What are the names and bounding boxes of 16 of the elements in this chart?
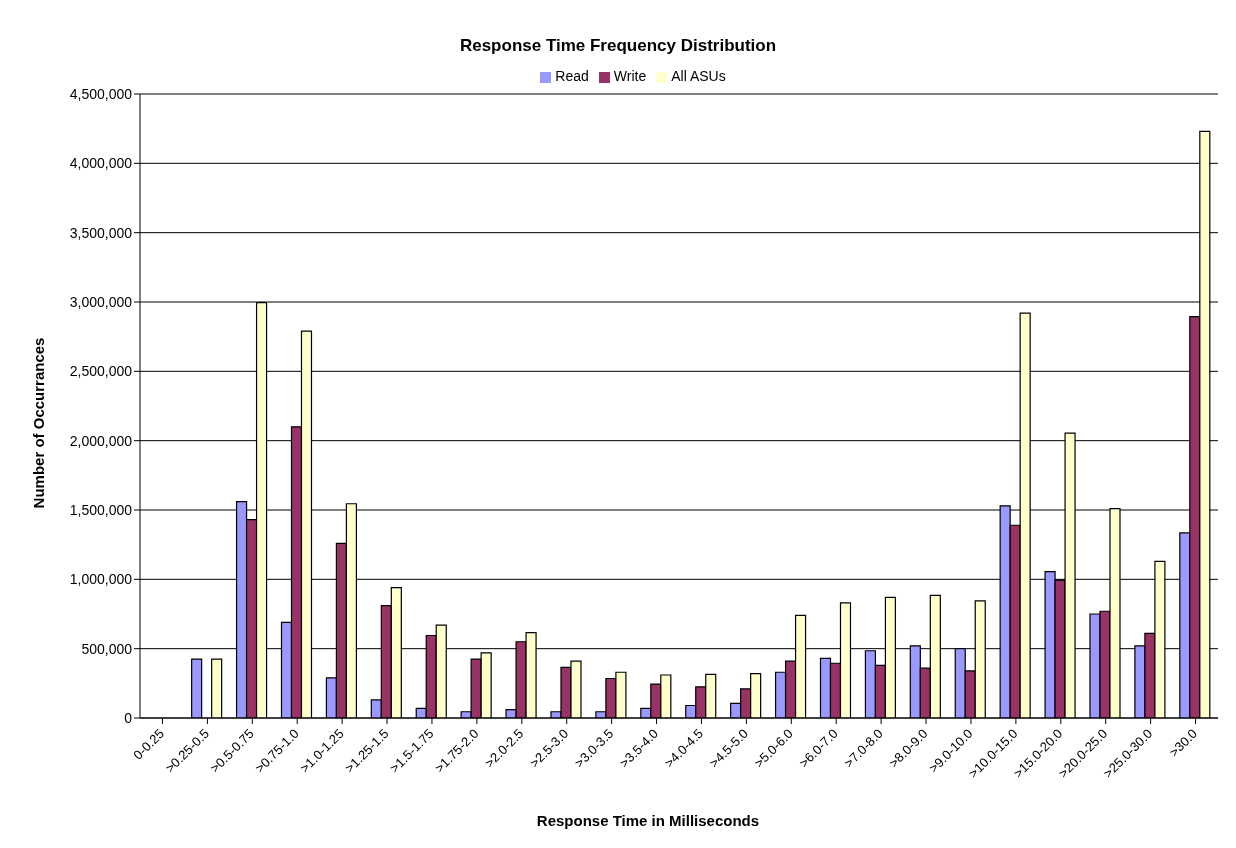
y-tick-label: 3,000,000	[69, 293, 133, 310]
legend-label: Read	[555, 68, 589, 84]
y-axis-title: Number of Occurrances	[29, 337, 47, 509]
chart-title: Response Time Frequency Distribution	[458, 36, 778, 56]
legend-label: All ASUs	[671, 68, 726, 84]
y-tick-label: 1,500,000	[69, 501, 133, 518]
y-tick-label: 4,000,000	[69, 155, 133, 172]
y-tick-label: 500,000	[81, 640, 133, 657]
legend-label: Write	[613, 68, 647, 84]
y-tick-label: 4,500,000	[69, 85, 133, 102]
y-tick-label: 2,500,000	[69, 363, 133, 380]
y-tick-label: 3,500,000	[69, 224, 133, 241]
x-axis-title: Response Time in Milliseconds	[535, 812, 761, 829]
y-tick-label: 1,000,000	[69, 571, 133, 588]
y-tick-label: 2,000,000	[69, 432, 133, 449]
y-tick-label: 0	[124, 709, 133, 726]
